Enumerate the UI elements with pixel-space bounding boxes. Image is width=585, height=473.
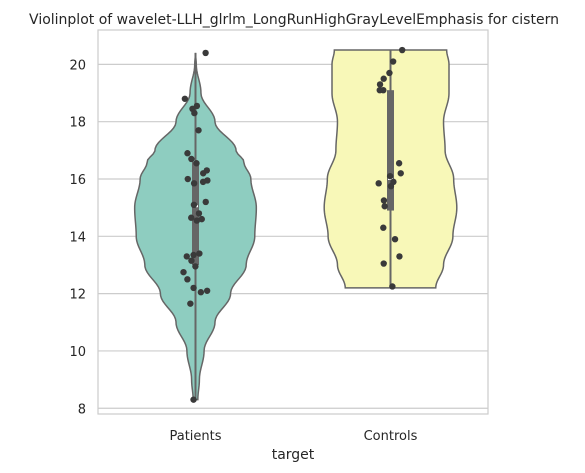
violins	[133, 46, 458, 403]
y-tick-label-8: 8	[78, 402, 86, 417]
point-patients	[184, 276, 191, 283]
point-controls	[380, 75, 387, 82]
point-patients	[180, 268, 187, 276]
point-patients	[202, 49, 209, 57]
point-patients	[184, 175, 191, 183]
point-controls	[376, 86, 383, 94]
point-patients	[188, 214, 195, 221]
point-patients	[197, 289, 205, 296]
point-controls	[389, 283, 396, 290]
y-tick-label-14: 14	[69, 230, 86, 245]
point-patients	[198, 215, 205, 223]
point-controls	[387, 182, 395, 190]
point-patients	[187, 300, 194, 307]
x-tick-label-controls: Controls	[364, 429, 418, 444]
point-patients	[184, 150, 191, 157]
point-patients	[190, 396, 197, 403]
point-controls	[391, 235, 399, 243]
point-controls	[397, 170, 404, 177]
point-controls	[386, 172, 394, 180]
y-tick-label-12: 12	[69, 288, 86, 303]
point-controls	[381, 203, 388, 210]
y-tick-label-18: 18	[69, 116, 86, 131]
box-iqr-controls	[387, 90, 394, 211]
point-patients	[188, 257, 195, 264]
box-iqr-patients	[192, 161, 199, 265]
point-controls	[398, 46, 406, 54]
point-patients	[199, 178, 207, 186]
point-patients	[181, 95, 189, 102]
point-patients	[195, 127, 202, 134]
point-patients	[196, 250, 203, 257]
point-controls	[395, 160, 403, 167]
y-tick-label-10: 10	[69, 345, 86, 360]
x-axis-label: target	[272, 447, 315, 463]
point-patients	[203, 287, 211, 294]
point-patients	[190, 201, 198, 209]
y-tick-label-16: 16	[69, 173, 86, 188]
point-controls	[380, 197, 388, 204]
point-controls	[375, 180, 382, 187]
y-axis-ticks: 8 10 12 14 16 18 20	[69, 58, 86, 417]
point-controls	[376, 81, 384, 88]
point-patients	[200, 170, 207, 177]
point-patients	[195, 210, 203, 217]
point-patients	[193, 217, 201, 224]
y-tick-label-20: 20	[69, 58, 86, 73]
point-patients	[191, 109, 198, 117]
point-patients	[190, 284, 197, 292]
point-controls	[396, 253, 403, 260]
point-patients	[202, 198, 209, 206]
violin-controls	[323, 46, 458, 290]
chart-title: Violinplot of wavelet-LLH_glrlm_LongRunH…	[29, 12, 559, 28]
point-controls	[380, 224, 387, 231]
point-patients	[188, 155, 195, 163]
plot-frame	[97, 29, 489, 415]
point-patients	[193, 160, 200, 167]
point-controls	[380, 260, 387, 267]
x-tick-label-patients: Patients	[169, 429, 221, 444]
point-patients	[190, 251, 197, 259]
violin-patients	[133, 49, 258, 403]
point-patients	[190, 180, 198, 187]
x-axis-ticks: Patients Controls	[169, 429, 417, 444]
point-patients	[192, 263, 199, 270]
point-patients	[183, 253, 190, 260]
point-controls	[389, 58, 397, 65]
point-controls	[386, 69, 393, 77]
